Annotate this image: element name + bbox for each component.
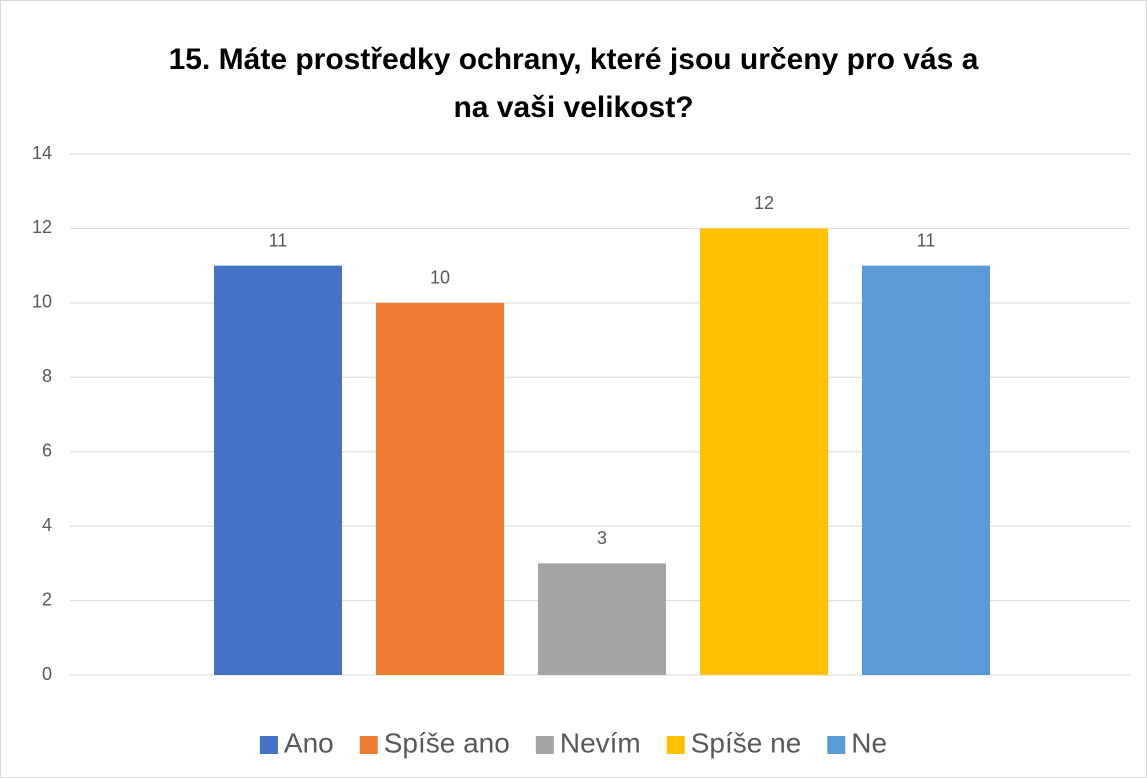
data-label: 12 [754,193,774,213]
legend-swatch [259,736,278,754]
legend-label: Ne [851,727,887,758]
data-label: 10 [430,268,450,288]
legend-swatch [359,736,378,754]
y-tick-label: 10 [32,292,52,312]
chart-title: 15. Máte prostředky ochrany, které jsou … [168,43,979,124]
bar [538,563,666,675]
bar [700,228,828,675]
y-tick-label: 6 [42,440,52,460]
legend-swatch [666,736,685,754]
data-label: 3 [597,528,607,548]
legend-label: Spíše ne [691,727,802,758]
y-tick-label: 2 [42,589,52,609]
bar [862,265,990,675]
legend-swatch [827,736,846,754]
y-tick-label: 12 [32,217,52,237]
data-label: 11 [269,230,288,250]
legend-swatch [535,736,554,754]
bar [376,302,504,675]
y-tick-label: 4 [42,515,52,535]
legend-label: Spíše ano [384,727,510,758]
legend-label: Nevím [560,727,641,758]
bar [214,265,342,675]
data-label: 11 [917,230,936,250]
y-tick-label: 14 [32,143,52,163]
legend-label: Ano [284,727,334,758]
y-tick-label: 8 [42,366,52,386]
y-tick-label: 0 [42,664,52,684]
